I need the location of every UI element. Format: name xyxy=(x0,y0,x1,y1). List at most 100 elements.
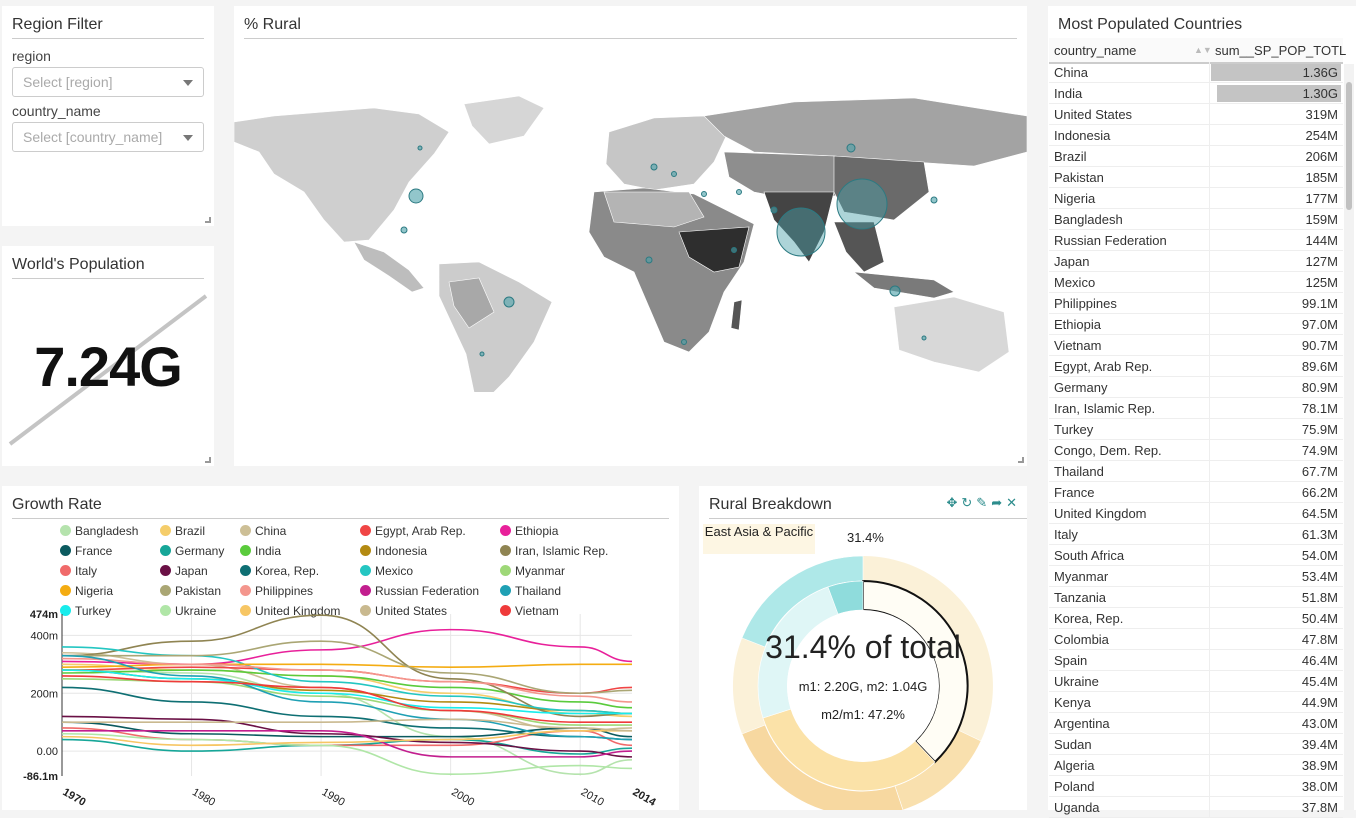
legend-label: Germany xyxy=(175,544,225,558)
legend-label: France xyxy=(75,544,113,558)
scrollbar-thumb[interactable] xyxy=(1346,82,1352,210)
resize-handle[interactable] xyxy=(205,457,211,463)
series-line[interactable] xyxy=(61,654,633,741)
legend-item[interactable]: Japan xyxy=(160,564,208,578)
country-name-cell: Ukraine xyxy=(1054,674,1099,689)
legend-item[interactable]: Pakistan xyxy=(160,584,221,598)
country-name-cell: Korea, Rep. xyxy=(1054,611,1124,626)
series-line[interactable] xyxy=(61,675,632,723)
legend-item[interactable]: Italy xyxy=(60,564,97,578)
series-line[interactable] xyxy=(62,640,633,695)
legend-item[interactable]: India xyxy=(240,544,281,558)
series-line[interactable] xyxy=(61,669,632,715)
legend-item[interactable]: Brazil xyxy=(160,524,205,538)
refresh-icon[interactable]: ↻ xyxy=(961,495,977,510)
column-header-population[interactable]: sum__SP_POP_TOTL xyxy=(1215,43,1347,58)
table-row: Kenya 44.9M xyxy=(1049,692,1343,713)
population-cell: 61.3M xyxy=(1301,527,1338,542)
legend-item[interactable]: Myanmar xyxy=(500,564,565,578)
table-row: China 1.36G xyxy=(1049,62,1343,83)
legend-item[interactable]: Thailand xyxy=(500,584,561,598)
population-cell: 50.4M xyxy=(1301,611,1338,626)
table-row: Mexico 125M xyxy=(1049,272,1343,293)
legend-item[interactable]: Turkey xyxy=(60,604,111,618)
legend-label: Turkey xyxy=(75,604,112,618)
legend-item[interactable]: Nigeria xyxy=(60,584,113,598)
legend-item[interactable]: Indonesia xyxy=(360,544,427,558)
table-row: Vietnam 90.7M xyxy=(1049,335,1343,356)
panel-title: Region Filter xyxy=(12,16,204,39)
breadcrumb[interactable]: East Asia & Pacific xyxy=(703,524,815,554)
map-central-america xyxy=(353,241,425,293)
country-name-cell: Kenya xyxy=(1054,695,1091,710)
legend-dot-icon xyxy=(240,545,251,556)
series-line[interactable] xyxy=(61,669,633,709)
region-placeholder: Select [region] xyxy=(23,74,113,90)
legend-dot-icon xyxy=(240,565,251,576)
series-line[interactable] xyxy=(61,657,633,703)
legend-label: Bangladesh xyxy=(75,524,139,538)
table-row: India 1.30G xyxy=(1049,83,1343,104)
map-indonesia xyxy=(853,271,955,299)
legend-item[interactable]: Vietnam xyxy=(500,604,559,618)
resize-handle[interactable] xyxy=(1018,457,1024,463)
country-name-cell: Russian Federation xyxy=(1054,233,1167,248)
map-bubble-japan xyxy=(930,196,938,204)
legend-item[interactable]: Mexico xyxy=(360,564,413,578)
country-name-cell: France xyxy=(1054,485,1095,500)
legend-item[interactable]: Bangladesh xyxy=(60,524,138,538)
move-icon[interactable]: ✥ xyxy=(946,495,962,510)
country-name-cell: Japan xyxy=(1054,254,1090,269)
region-label: region xyxy=(12,48,51,64)
legend-item[interactable]: France xyxy=(60,544,112,558)
series-line[interactable] xyxy=(61,663,632,669)
country-name-cell: Argentina xyxy=(1054,716,1110,731)
map-greenland xyxy=(463,95,545,145)
legend-item[interactable]: Philippines xyxy=(240,584,313,598)
resize-handle[interactable] xyxy=(205,217,211,223)
country-select[interactable]: Select [country_name] xyxy=(12,122,204,152)
country-name-cell: Egypt, Arab Rep. xyxy=(1054,359,1153,374)
population-cell: 206M xyxy=(1305,149,1338,164)
population-cell: 39.4M xyxy=(1301,737,1338,752)
series-line[interactable] xyxy=(61,718,633,732)
series-line[interactable] xyxy=(61,614,633,718)
legend-item[interactable]: Egypt, Arab Rep. xyxy=(360,524,466,538)
series-line[interactable] xyxy=(62,730,633,758)
legend-item[interactable]: Iran, Islamic Rep. xyxy=(500,544,608,558)
legend-item[interactable]: Ethiopia xyxy=(500,524,558,538)
edit-icon[interactable]: ✎ xyxy=(976,495,992,510)
legend-item[interactable]: China xyxy=(240,524,286,538)
legend-item[interactable]: Russian Federation xyxy=(360,584,479,598)
legend-dot-icon xyxy=(360,605,371,616)
series-line[interactable] xyxy=(61,738,633,755)
series-line[interactable] xyxy=(61,628,633,666)
country-name-cell: Sudan xyxy=(1054,737,1092,752)
region-select[interactable]: Select [region] xyxy=(12,67,204,97)
sunburst-center-ratio: m2/m1: 47.2% xyxy=(821,707,905,722)
close-icon[interactable]: ✕ xyxy=(1006,495,1021,510)
population-cell: 127M xyxy=(1305,254,1338,269)
scrollbar-track[interactable] xyxy=(1344,64,1354,810)
legend-label: Iran, Islamic Rep. xyxy=(515,544,609,558)
map-bubble-egypt xyxy=(701,191,707,197)
map-bubble-iran xyxy=(736,189,742,195)
population-cell: 38.0M xyxy=(1301,779,1338,794)
country-label: country_name xyxy=(12,103,101,119)
legend-item[interactable]: Korea, Rep. xyxy=(240,564,319,578)
x-tick-label: 2000 xyxy=(449,786,476,809)
table-row: Tanzania 51.8M xyxy=(1049,587,1343,608)
map-bubble-south-africa xyxy=(681,339,687,345)
population-cell: 99.1M xyxy=(1301,296,1338,311)
share-icon[interactable]: ➦ xyxy=(991,495,1007,510)
legend-item[interactable]: United States xyxy=(360,604,447,618)
column-header-country[interactable]: country_name xyxy=(1054,43,1137,58)
series-line[interactable] xyxy=(61,730,632,747)
sort-icon[interactable]: ▲▼ xyxy=(1194,45,1212,55)
legend-item[interactable]: Ukraine xyxy=(160,604,216,618)
series-line[interactable] xyxy=(61,732,633,776)
panel-title: Rural Breakdown xyxy=(709,496,1027,519)
country-name-cell: Italy xyxy=(1054,527,1078,542)
legend-item[interactable]: Germany xyxy=(160,544,224,558)
